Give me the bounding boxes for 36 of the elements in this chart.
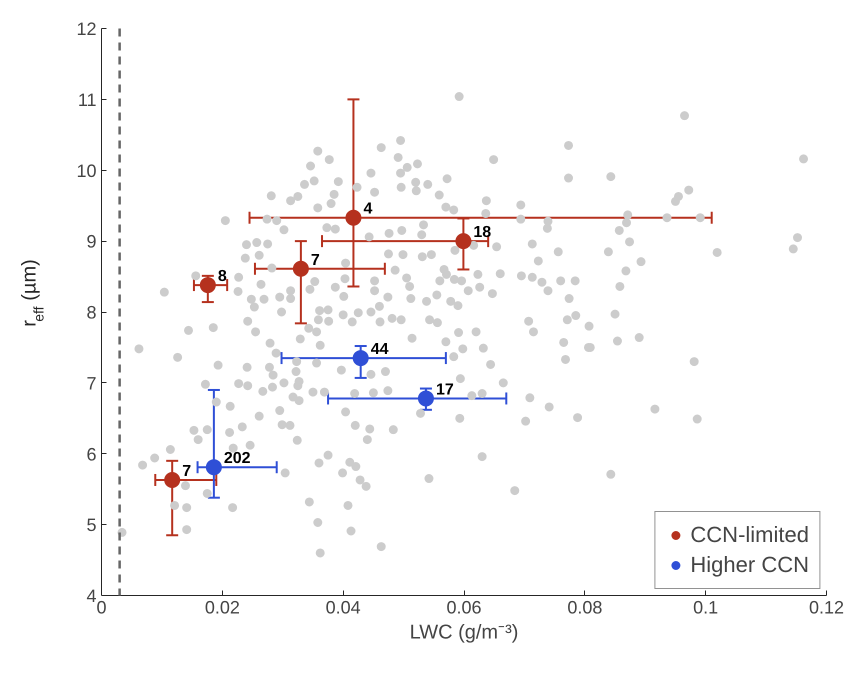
y-tick-label: 12	[76, 19, 97, 39]
point	[352, 350, 369, 366]
annotation: 4	[363, 200, 372, 218]
y-tick-label: 9	[86, 232, 97, 252]
annotation: 8	[218, 268, 227, 286]
annotation: 17	[436, 381, 454, 398]
x-tick-label: 0.12	[808, 598, 844, 618]
x-tick-label: 0.1	[693, 598, 718, 618]
y-tick-label: 7	[86, 373, 97, 394]
x-tick-label: 0	[96, 598, 107, 618]
point	[418, 390, 434, 406]
y-axis-title: reff (µm)	[18, 259, 46, 327]
point	[200, 277, 216, 294]
x-tick-label: 0.06	[446, 598, 482, 618]
y-tick-label: 4	[86, 586, 97, 606]
y-tick-label: 10	[76, 160, 97, 181]
legend-label: Higher CCN	[690, 552, 809, 578]
x-axis-title: LWC (g/m⁻³)	[410, 622, 518, 644]
point	[455, 233, 472, 250]
point	[206, 459, 222, 476]
legend-label: CCN-limited	[690, 522, 809, 548]
y-tick-label: 6	[86, 444, 97, 464]
annotation: 202	[224, 450, 251, 468]
point	[345, 210, 362, 226]
point	[292, 260, 309, 277]
x-tick-label: 0.04	[326, 598, 361, 618]
y-tick-label: 8	[86, 302, 97, 322]
point	[164, 472, 180, 488]
annotation: 44	[370, 341, 389, 358]
annotation: 7	[310, 252, 320, 269]
x-tick-label: 0.02	[204, 598, 240, 618]
annotation: 18	[473, 224, 492, 242]
y-tick-label: 11	[78, 90, 96, 110]
x-tick-label: 0.08	[567, 598, 602, 618]
annotation: 7	[182, 462, 192, 480]
y-tick-label: 5	[86, 515, 97, 536]
